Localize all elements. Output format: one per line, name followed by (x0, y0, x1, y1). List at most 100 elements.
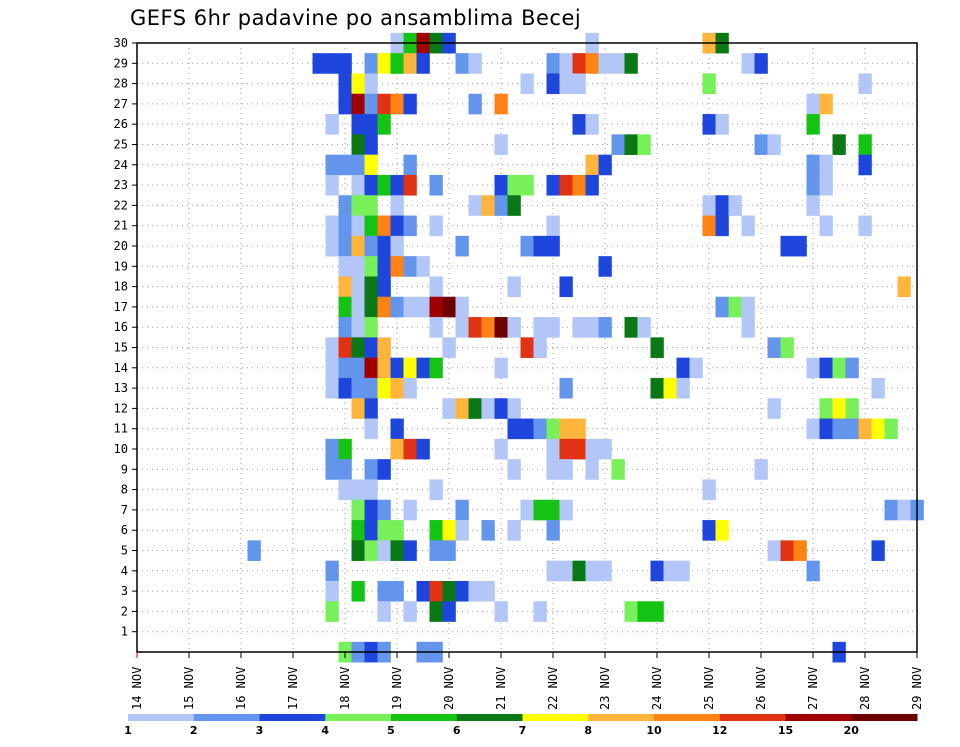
heatmap-cell (403, 377, 417, 399)
heatmap-cell (377, 520, 391, 541)
heatmap-cell (806, 154, 820, 176)
heatmap-cell (494, 357, 508, 379)
heatmap-cell (390, 438, 404, 460)
heatmap-cell (858, 215, 872, 237)
heatmap-cell (416, 357, 430, 379)
x-tick-label: 18 NOV (338, 667, 352, 710)
heatmap-cell (559, 459, 573, 480)
heatmap-cell (403, 174, 417, 196)
heatmap-cell (429, 520, 443, 541)
heatmap-cell (390, 235, 404, 257)
colorbar-label: 2 (190, 724, 198, 737)
chart-title: GEFS 6hr padavine po ansamblima Becej (130, 6, 581, 30)
heatmap-cell (338, 317, 352, 338)
heatmap-cell (377, 357, 391, 379)
colorbar-label: 4 (321, 724, 329, 737)
heatmap-cell (832, 398, 846, 419)
heatmap-cell (312, 53, 326, 74)
heatmap-cell (598, 154, 612, 176)
heatmap-cell (520, 418, 534, 440)
colorbar-swatch (719, 714, 786, 721)
heatmap-cell (351, 296, 365, 318)
heatmap-cell (572, 418, 586, 440)
heatmap-cell (754, 134, 768, 155)
heatmap-cell (676, 357, 690, 379)
heatmap-cell (702, 520, 716, 541)
heatmap-cell (403, 296, 417, 318)
heatmap-cell (325, 377, 339, 399)
heatmap-cell (637, 601, 651, 622)
heatmap-cell (520, 337, 534, 358)
heatmap-cell (494, 398, 508, 419)
heatmap-cell (819, 154, 833, 176)
colorbar-swatch (391, 714, 458, 721)
heatmap-cell (247, 540, 261, 561)
heatmap-cell (598, 256, 612, 277)
heatmap-cell (351, 479, 365, 501)
heatmap-cell (546, 520, 560, 541)
heatmap-cell (806, 174, 820, 196)
heatmap-cell (520, 499, 534, 521)
y-tick-label: 20 (114, 239, 128, 253)
heatmap-cell (390, 93, 404, 115)
colorbar-swatch (325, 714, 392, 721)
heatmap-cell (429, 215, 443, 237)
heatmap-cell (481, 398, 495, 419)
heatmap-cell (364, 53, 378, 74)
heatmap-cell (351, 195, 365, 216)
heatmap-cell (650, 337, 664, 358)
heatmap-cell (572, 560, 586, 582)
heatmap-cell (416, 53, 430, 74)
heatmap-cell (845, 357, 859, 379)
heatmap-cell (364, 520, 378, 541)
heatmap-cell (559, 53, 573, 74)
heatmap-cell (351, 134, 365, 155)
heatmap-cell (806, 418, 820, 440)
heatmap-cell (338, 215, 352, 237)
heatmap-cell (377, 499, 391, 521)
heatmap-cell (689, 357, 703, 379)
y-tick-label: 9 (121, 462, 128, 476)
heatmap-cell (325, 459, 339, 480)
heatmap-cell (819, 418, 833, 440)
heatmap-cell (351, 174, 365, 196)
heatmap-cell (390, 580, 404, 602)
heatmap-cell (442, 398, 456, 419)
heatmap-cell (429, 357, 443, 379)
heatmap-cell (793, 235, 807, 257)
heatmap-cell (351, 398, 365, 419)
heatmap-cell (793, 540, 807, 561)
heatmap-cell (377, 276, 391, 298)
heatmap-cell (806, 114, 820, 135)
y-tick-label: 27 (114, 97, 128, 111)
heatmap-cell (533, 601, 547, 622)
heatmap-cell (858, 418, 872, 440)
heatmap-cell (429, 296, 443, 318)
heatmap-cell (364, 418, 378, 440)
y-tick-label: 8 (121, 483, 128, 497)
heatmap-cell (403, 215, 417, 237)
heatmap-cell (676, 377, 690, 399)
heatmap-cell (429, 540, 443, 561)
y-tick-label: 17 (114, 300, 128, 314)
heatmap-cell (533, 317, 547, 338)
heatmap-cell (546, 418, 560, 440)
heatmap-cell (546, 459, 560, 480)
heatmap-cell (572, 53, 586, 74)
y-tick-label: 23 (114, 178, 128, 192)
heatmap-cell (715, 195, 729, 216)
y-tick-label: 16 (114, 320, 128, 334)
heatmap-cell (338, 438, 352, 460)
colorbar-swatch (259, 714, 326, 721)
colorbar-swatch (128, 714, 195, 721)
heatmap-cell (702, 73, 716, 95)
heatmap-cell (559, 560, 573, 582)
heatmap-cell (377, 540, 391, 561)
heatmap-cell (507, 317, 521, 338)
heatmap-cell (351, 357, 365, 379)
heatmap-cell (377, 377, 391, 399)
heatmap-cell (585, 154, 599, 176)
heatmap-cell (468, 195, 482, 216)
heatmap-cell (897, 499, 911, 521)
